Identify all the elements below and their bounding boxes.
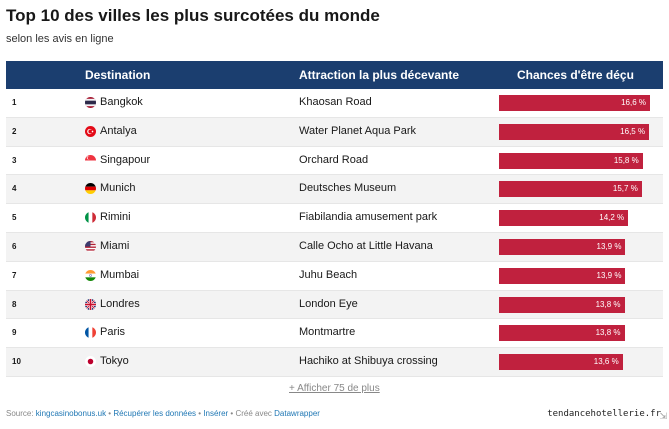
show-more-link[interactable]: + Afficher 75 de plus: [289, 383, 380, 394]
footer-sep-2: •: [196, 409, 204, 418]
italy-flag-icon: [85, 212, 96, 224]
attraction-name: Orchard Road: [299, 153, 369, 166]
value-label: 15,8 %: [613, 155, 639, 165]
table-row: 3 Singapour Orchard Road 15,8 %: [6, 147, 663, 176]
value-label: 13,8 %: [595, 299, 621, 309]
value-label: 14,2 %: [599, 213, 625, 223]
value-bar: 16,6 %: [499, 95, 650, 111]
table-row: 4 Munich Deutsches Museum 15,7 %: [6, 175, 663, 205]
source-link[interactable]: kingcasinobonus.uk: [35, 409, 107, 418]
city-name: Munich: [100, 182, 136, 195]
attraction-name: Hachiko at Shibuya crossing: [299, 355, 438, 368]
footer: Source: kingcasinobonus.uk • Récupérer l…: [6, 409, 320, 418]
city-name: Antalya: [100, 124, 137, 137]
value-label: 13,9 %: [596, 270, 622, 280]
turkey-flag-icon: [85, 125, 96, 137]
rank-number: 9: [12, 328, 17, 338]
value-bar: 15,7 %: [499, 181, 642, 198]
attraction-name: Water Planet Aqua Park: [299, 124, 416, 137]
city-name: Londres: [100, 297, 140, 310]
table-row: 2 Antalya Water Planet Aqua Park 16,5 %: [6, 117, 663, 147]
rank-number: 10: [12, 357, 21, 367]
city-name: Rimini: [100, 211, 131, 224]
datawrapper-link[interactable]: Datawrapper: [274, 409, 320, 418]
attraction-name: Juhu Beach: [299, 268, 358, 281]
city-name: Miami: [100, 239, 130, 252]
table-row: 6 Miami Calle Ocho at Little Havana 13,9 %: [6, 232, 663, 262]
attraction-name: Deutsches Museum: [299, 182, 397, 195]
rank-number: 2: [12, 126, 17, 136]
value-label: 13,9 %: [596, 241, 622, 251]
table-row: 5 Rimini Fiabilandia amusement park 14,2 %: [6, 204, 663, 233]
rank-number: 4: [12, 184, 17, 194]
source-prefix: Source:: [6, 409, 36, 418]
thailand-flag-icon: [85, 97, 96, 108]
table-row: 10 Tokyo Hachiko at Shibuya crossing 13,6 %: [6, 348, 663, 377]
attraction-name: Fiabilandia amusement park: [299, 211, 438, 224]
india-flag-icon: [85, 269, 96, 281]
city-name: Tokyo: [100, 355, 129, 368]
city-name: Paris: [100, 326, 126, 339]
chart-subtitle: selon les avis en ligne: [6, 33, 114, 45]
value-bar: 15,8 %: [499, 152, 643, 169]
header-chance[interactable]: Chances d'être déçu: [517, 68, 634, 82]
table-row: 8 Londres London Eye 13,8 %: [6, 290, 663, 320]
france-flag-icon: [85, 327, 96, 339]
rank-number: 7: [12, 270, 17, 280]
germany-flag-icon: [85, 183, 96, 195]
city-name: Bangkok: [100, 96, 143, 108]
value-label: 13,8 %: [595, 328, 621, 338]
attraction-name: Khaosan Road: [299, 96, 372, 108]
value-label: 16,6 %: [621, 98, 646, 107]
rank-number: 1: [12, 98, 17, 107]
attraction-name: Calle Ocho at Little Havana: [299, 239, 433, 252]
value-bar: 13,8 %: [499, 325, 625, 342]
city-name: Mumbai: [100, 268, 140, 281]
site-watermark: tendancehotellerie.fr: [547, 409, 661, 419]
value-bar: 13,6 %: [499, 354, 623, 371]
value-bar: 16,5 %: [499, 123, 650, 140]
rank-number: 3: [12, 155, 17, 165]
value-bar: 13,9 %: [499, 238, 626, 255]
get-data-link[interactable]: Récupérer les données: [113, 409, 197, 418]
value-bar: 14,2 %: [499, 210, 629, 227]
header-attraction[interactable]: Attraction la plus décevante: [299, 68, 460, 82]
table-row: 9 Paris Montmartre 13,8 %: [6, 319, 663, 349]
value-label: 16,5 %: [620, 126, 646, 136]
attraction-name: London Eye: [299, 297, 358, 310]
table-body: 1 Bangkok Khaosan Road 16,6 % 2 Antalya Water …: [6, 89, 663, 377]
value-bar: 13,9 %: [499, 267, 626, 284]
value-label: 15,7 %: [612, 184, 638, 194]
value-label: 13,6 %: [593, 357, 619, 367]
rank-number: 6: [12, 241, 17, 251]
header-destination[interactable]: Destination: [85, 68, 151, 82]
chart-title: Top 10 des villes les plus surcotées du …: [6, 6, 380, 25]
value-bar: 13,8 %: [499, 296, 625, 313]
singapore-flag-icon: [85, 154, 96, 166]
ranking-table: Destination Attraction la plus décevante…: [6, 61, 663, 377]
uk-flag-icon: [85, 298, 96, 310]
table-row: 1 Bangkok Khaosan Road 16,6 %: [6, 89, 663, 118]
japan-flag-icon: [85, 356, 96, 368]
usa-flag-icon: [85, 240, 96, 252]
table-header: Destination Attraction la plus décevante…: [6, 61, 663, 89]
attraction-name: Montmartre: [299, 326, 356, 339]
embed-link[interactable]: Insérer: [203, 409, 229, 418]
created-with-text: • Créé avec: [228, 409, 275, 418]
city-name: Singapour: [100, 153, 151, 166]
rank-number: 5: [12, 213, 17, 223]
resize-arrow-icon: ⇲: [659, 411, 667, 421]
rank-number: 8: [12, 299, 17, 309]
table-row: 7 Mumbai Juhu Beach 13,9 %: [6, 262, 663, 291]
footer-sep-1: •: [106, 409, 114, 418]
